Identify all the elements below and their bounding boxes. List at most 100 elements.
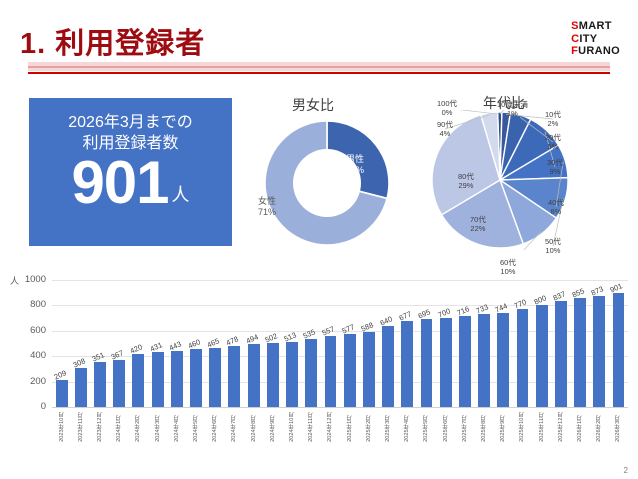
- bar-column: 855: [570, 280, 589, 407]
- bar-column: 901: [609, 280, 628, 407]
- bar-column: 640: [378, 280, 397, 407]
- pie-label-6-text: 60代: [500, 258, 516, 267]
- bar-column: 535: [302, 280, 321, 407]
- x-tick-label: 2024年3月: [154, 415, 161, 442]
- x-tick-label: 2025年4月: [404, 415, 411, 442]
- pie-label-5-text: 50代: [545, 237, 561, 246]
- x-label-column: 2023年11月: [71, 412, 90, 442]
- x-label-column: 2024年12月: [321, 412, 340, 442]
- bar: [420, 318, 433, 407]
- bar-column: 577: [340, 280, 359, 407]
- y-tick-400: 400: [30, 350, 46, 362]
- bar: [535, 305, 548, 407]
- pie-label-0-pct: 1%: [507, 109, 518, 118]
- bar-column: 209: [52, 280, 71, 407]
- y-tick-800: 800: [30, 299, 46, 311]
- pie-label-0: 10歳未満 1%: [497, 100, 528, 118]
- pie-leader-3: [544, 131, 556, 168]
- x-tick-label: 2025年9月: [500, 415, 507, 442]
- donut-hole: [293, 149, 361, 217]
- x-tick-label: 2025年1月: [346, 415, 353, 442]
- pie-label-2-pct: 5%: [547, 142, 559, 151]
- pie-label-7-text: 70代: [470, 215, 486, 224]
- x-tick-label: 2023年10月: [58, 412, 65, 442]
- bar: [305, 339, 318, 407]
- pie-label-10-pct: 0%: [441, 108, 453, 117]
- logo-text-smart: MART: [578, 20, 612, 32]
- bar-column: 513: [282, 280, 301, 407]
- x-label-column: 2024年4月: [167, 412, 186, 442]
- kpi-card: 2026年3月までの 利用登録者数 901 人: [29, 98, 232, 246]
- x-tick-label: 2024年1月: [116, 415, 123, 442]
- pie-leader-5: [552, 198, 564, 247]
- bar-column: 837: [551, 280, 570, 407]
- x-label-column: 2025年8月: [474, 412, 493, 442]
- donut-label-female: 女性 71%: [258, 196, 276, 218]
- bar-column: 677: [398, 280, 417, 407]
- x-label-column: 2025年5月: [417, 412, 436, 442]
- logo-line-3: FURANO: [571, 45, 620, 58]
- pie-slice-7: [440, 178, 525, 249]
- pie-label-4: 40代 8%: [548, 198, 564, 216]
- logo-accent-f: F: [571, 45, 579, 57]
- bar-column: 873: [590, 280, 609, 407]
- bar: [228, 346, 241, 407]
- pie-label-4-text: 40代: [548, 198, 564, 207]
- y-tick-0: 0: [40, 401, 46, 412]
- pie-label-1-pct: 2%: [547, 119, 559, 128]
- x-label-column: 2024年1月: [110, 412, 129, 442]
- x-tick-label: 2025年11月: [538, 412, 545, 442]
- age-chart-title: 年代比: [483, 95, 525, 111]
- bar-chart-x-axis: [52, 407, 628, 408]
- pie-label-7: 70代 22%: [470, 215, 486, 233]
- x-label-column: 2024年11月: [302, 412, 321, 441]
- logo-accent-c: C: [571, 32, 580, 45]
- bar-column: 800: [532, 280, 551, 407]
- bar-column: 494: [244, 280, 263, 407]
- bar: [113, 360, 126, 407]
- gridline-4: [52, 381, 628, 383]
- x-tick-label: 2024年6月: [212, 415, 219, 442]
- pie-label-9-pct: 4%: [439, 129, 451, 138]
- bar: [343, 333, 356, 407]
- bar: [554, 300, 567, 407]
- x-tick-label: 2026年2月: [596, 415, 603, 442]
- smart-city-furano-logo: SMART CITY FURANO: [571, 20, 620, 58]
- x-tick-label: 2025年8月: [481, 415, 488, 442]
- pie-label-10: 100代 0%: [437, 99, 457, 117]
- bar: [612, 292, 625, 407]
- x-tick-label: 2025年7月: [461, 415, 468, 442]
- kpi-value-row: 901 人: [71, 152, 189, 214]
- pie-label-8: 80代 29%: [458, 172, 474, 190]
- page-number: 2: [623, 466, 628, 475]
- pie-label-2: 20代 5%: [545, 133, 561, 151]
- pie-label-8-text: 80代: [458, 172, 474, 181]
- bar: [55, 380, 68, 407]
- kpi-line-2: 利用登録者数: [82, 135, 179, 152]
- pie-label-5-pct: 10%: [545, 246, 561, 255]
- pie-label-7-pct: 22%: [470, 224, 486, 233]
- logo-line-1: SMART: [571, 20, 620, 33]
- pie-label-9: 90代 4%: [437, 120, 453, 138]
- gender-donut-chart: 男性 29% 女性 71%: [258, 118, 392, 248]
- x-label-column: 2025年10月: [513, 412, 532, 442]
- pie-leader-4: [555, 161, 564, 208]
- pie-label-0-text: 10歳未満: [497, 100, 528, 109]
- bar: [574, 298, 587, 407]
- bar: [382, 325, 394, 407]
- bar-chart-x-labels: 2023年10月 2023年11月 2023年12月 2024年1月 2024年2月 20…: [52, 412, 628, 442]
- bar: [362, 332, 375, 407]
- kpi-value: 901: [71, 149, 169, 216]
- y-tick-600: 600: [30, 324, 46, 336]
- x-label-column: 2025年2月: [359, 412, 378, 442]
- donut-label-female-text: 女性: [258, 196, 277, 206]
- age-pie-chart: 10歳未満 1% 10代 2% 20代 5% 30代 9% 40代 8% 50代 10% 60代 10% 7…: [430, 99, 570, 276]
- bar: [286, 341, 298, 407]
- y-tick-1000: 1000: [24, 274, 46, 285]
- bar: [266, 343, 279, 407]
- logo-text-city: ITY: [579, 32, 598, 45]
- x-label-column: 2025年3月: [378, 412, 397, 442]
- x-label-column: 2024年7月: [225, 412, 244, 442]
- x-tick-label: 2023年12月: [97, 412, 103, 442]
- x-tick-label: 2023年11月: [77, 412, 84, 442]
